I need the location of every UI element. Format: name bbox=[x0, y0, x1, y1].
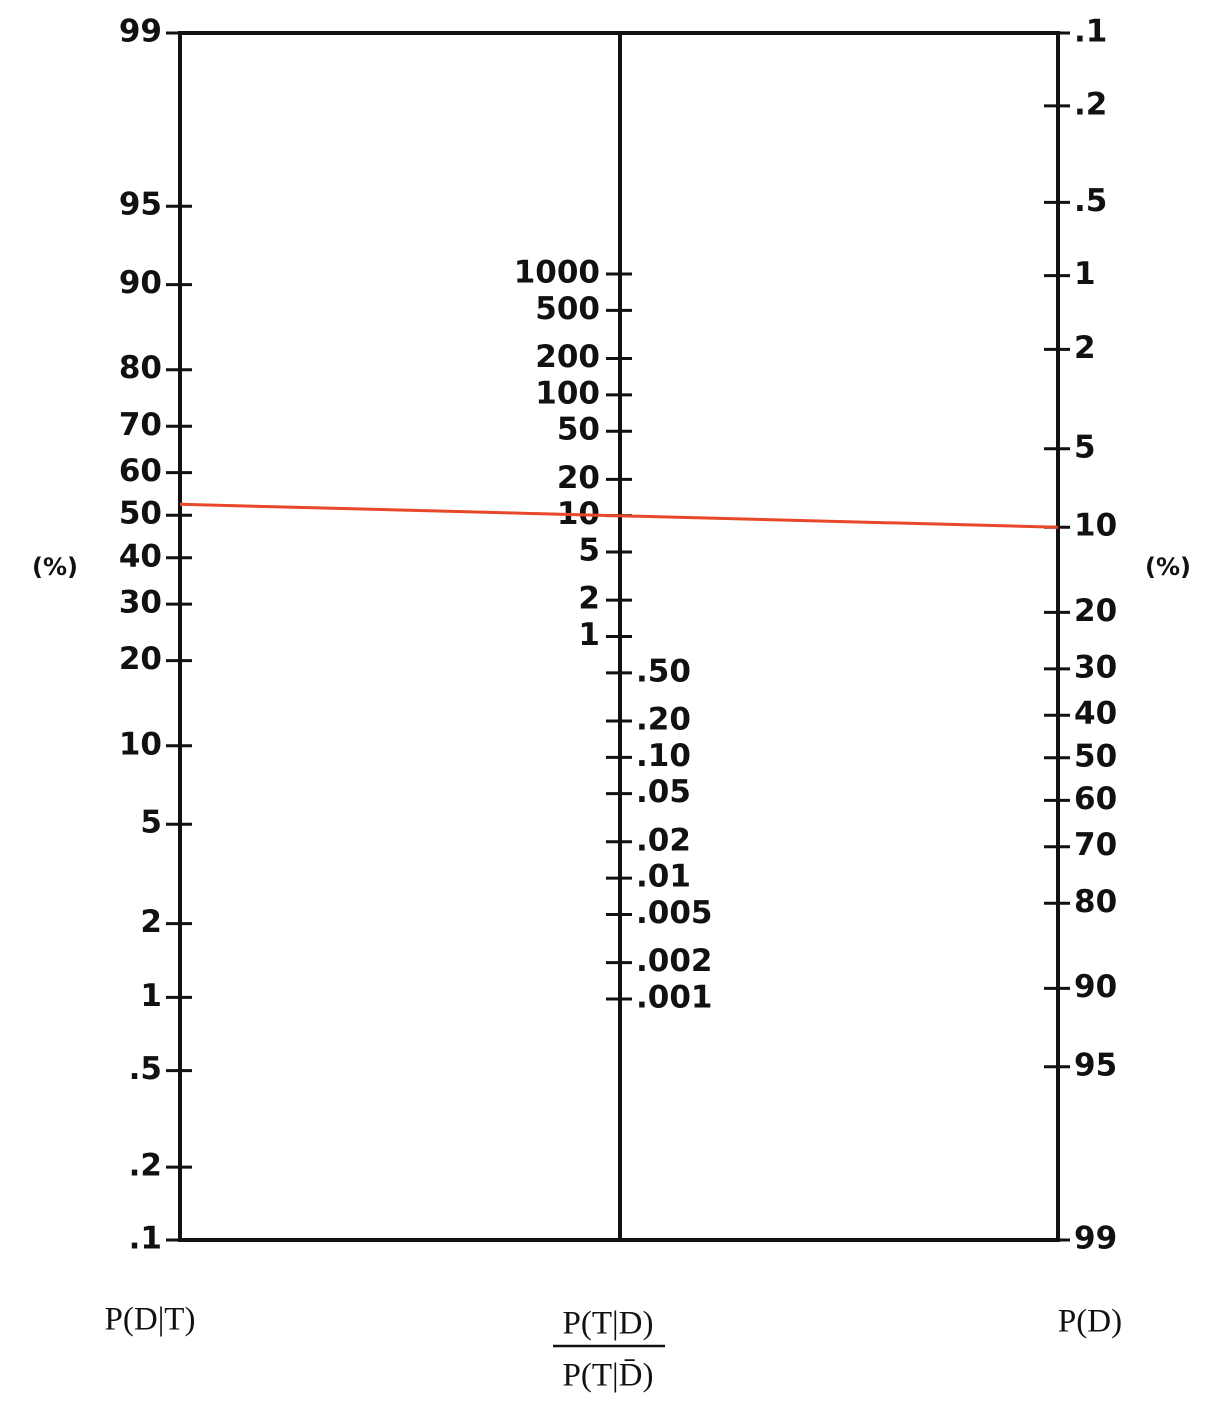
reading-line bbox=[179, 502, 1059, 529]
tick-label: 50 bbox=[119, 496, 162, 532]
tick-label: 50 bbox=[557, 412, 600, 448]
left-unit: (%) bbox=[32, 553, 78, 581]
tick-label: 95 bbox=[119, 187, 162, 223]
tick-label: 20 bbox=[557, 460, 600, 496]
tick-label: .5 bbox=[129, 1051, 162, 1087]
tick-label: 1 bbox=[578, 617, 600, 653]
tick-label: 99 bbox=[1074, 1221, 1117, 1257]
tick-label: .5 bbox=[1074, 183, 1107, 219]
tick-label: 30 bbox=[119, 585, 162, 621]
middle-title-denominator: P(T|D̄) bbox=[563, 1358, 654, 1394]
tick-label: .02 bbox=[636, 822, 691, 858]
tick-label: 40 bbox=[1074, 696, 1117, 732]
tick-label: .001 bbox=[636, 979, 713, 1015]
tick-label: 200 bbox=[535, 339, 600, 375]
tick-label: .10 bbox=[636, 738, 691, 774]
tick-label: 100 bbox=[535, 375, 600, 411]
tick-label: 5 bbox=[1074, 429, 1096, 465]
tick-label: 2 bbox=[578, 581, 600, 617]
tick-label: 2 bbox=[1074, 330, 1096, 366]
tick-label: 95 bbox=[1074, 1047, 1117, 1083]
tick-label: 80 bbox=[1074, 884, 1117, 920]
tick-label: .002 bbox=[636, 943, 713, 979]
tick-label: 1 bbox=[1074, 256, 1096, 292]
tick-label: .50 bbox=[636, 653, 691, 689]
tick-label: 90 bbox=[1074, 969, 1117, 1005]
tick-label: 99 bbox=[119, 14, 162, 50]
tick-label: 2 bbox=[140, 904, 162, 940]
tick-label: .01 bbox=[636, 859, 691, 895]
tick-label: .1 bbox=[1074, 14, 1107, 50]
tick-label: .20 bbox=[636, 701, 691, 737]
tick-label: .05 bbox=[636, 774, 691, 810]
tick-label: 5 bbox=[578, 533, 600, 569]
tick-label: 70 bbox=[119, 407, 162, 443]
tick-label: 60 bbox=[119, 453, 162, 489]
tick-label: 50 bbox=[1074, 738, 1117, 774]
left-title: P(D|T) bbox=[105, 1302, 196, 1338]
tick-label: .005 bbox=[636, 895, 713, 931]
tick-label: .2 bbox=[1074, 86, 1107, 122]
tick-label: .2 bbox=[129, 1148, 162, 1184]
tick-label: 20 bbox=[1074, 593, 1117, 629]
tick-label: 80 bbox=[119, 350, 162, 386]
tick-label: 10 bbox=[119, 726, 162, 762]
tick-label: 20 bbox=[119, 641, 162, 677]
tick-label: 30 bbox=[1074, 649, 1117, 685]
tick-label: 40 bbox=[119, 538, 162, 574]
tick-label: 1000 bbox=[514, 255, 600, 291]
right-title: P(D) bbox=[1058, 1304, 1122, 1340]
tick-label: 60 bbox=[1074, 781, 1117, 817]
tick-label: 10 bbox=[1074, 508, 1117, 544]
middle-title-numerator: P(T|D) bbox=[563, 1306, 654, 1342]
tick-label: 1 bbox=[140, 978, 162, 1014]
tick-label: 70 bbox=[1074, 827, 1117, 863]
right-unit: (%) bbox=[1145, 553, 1191, 581]
tick-label: .1 bbox=[129, 1221, 162, 1257]
tick-label: 5 bbox=[140, 805, 162, 841]
tick-label: 90 bbox=[119, 265, 162, 301]
tick-label: 500 bbox=[535, 291, 600, 327]
